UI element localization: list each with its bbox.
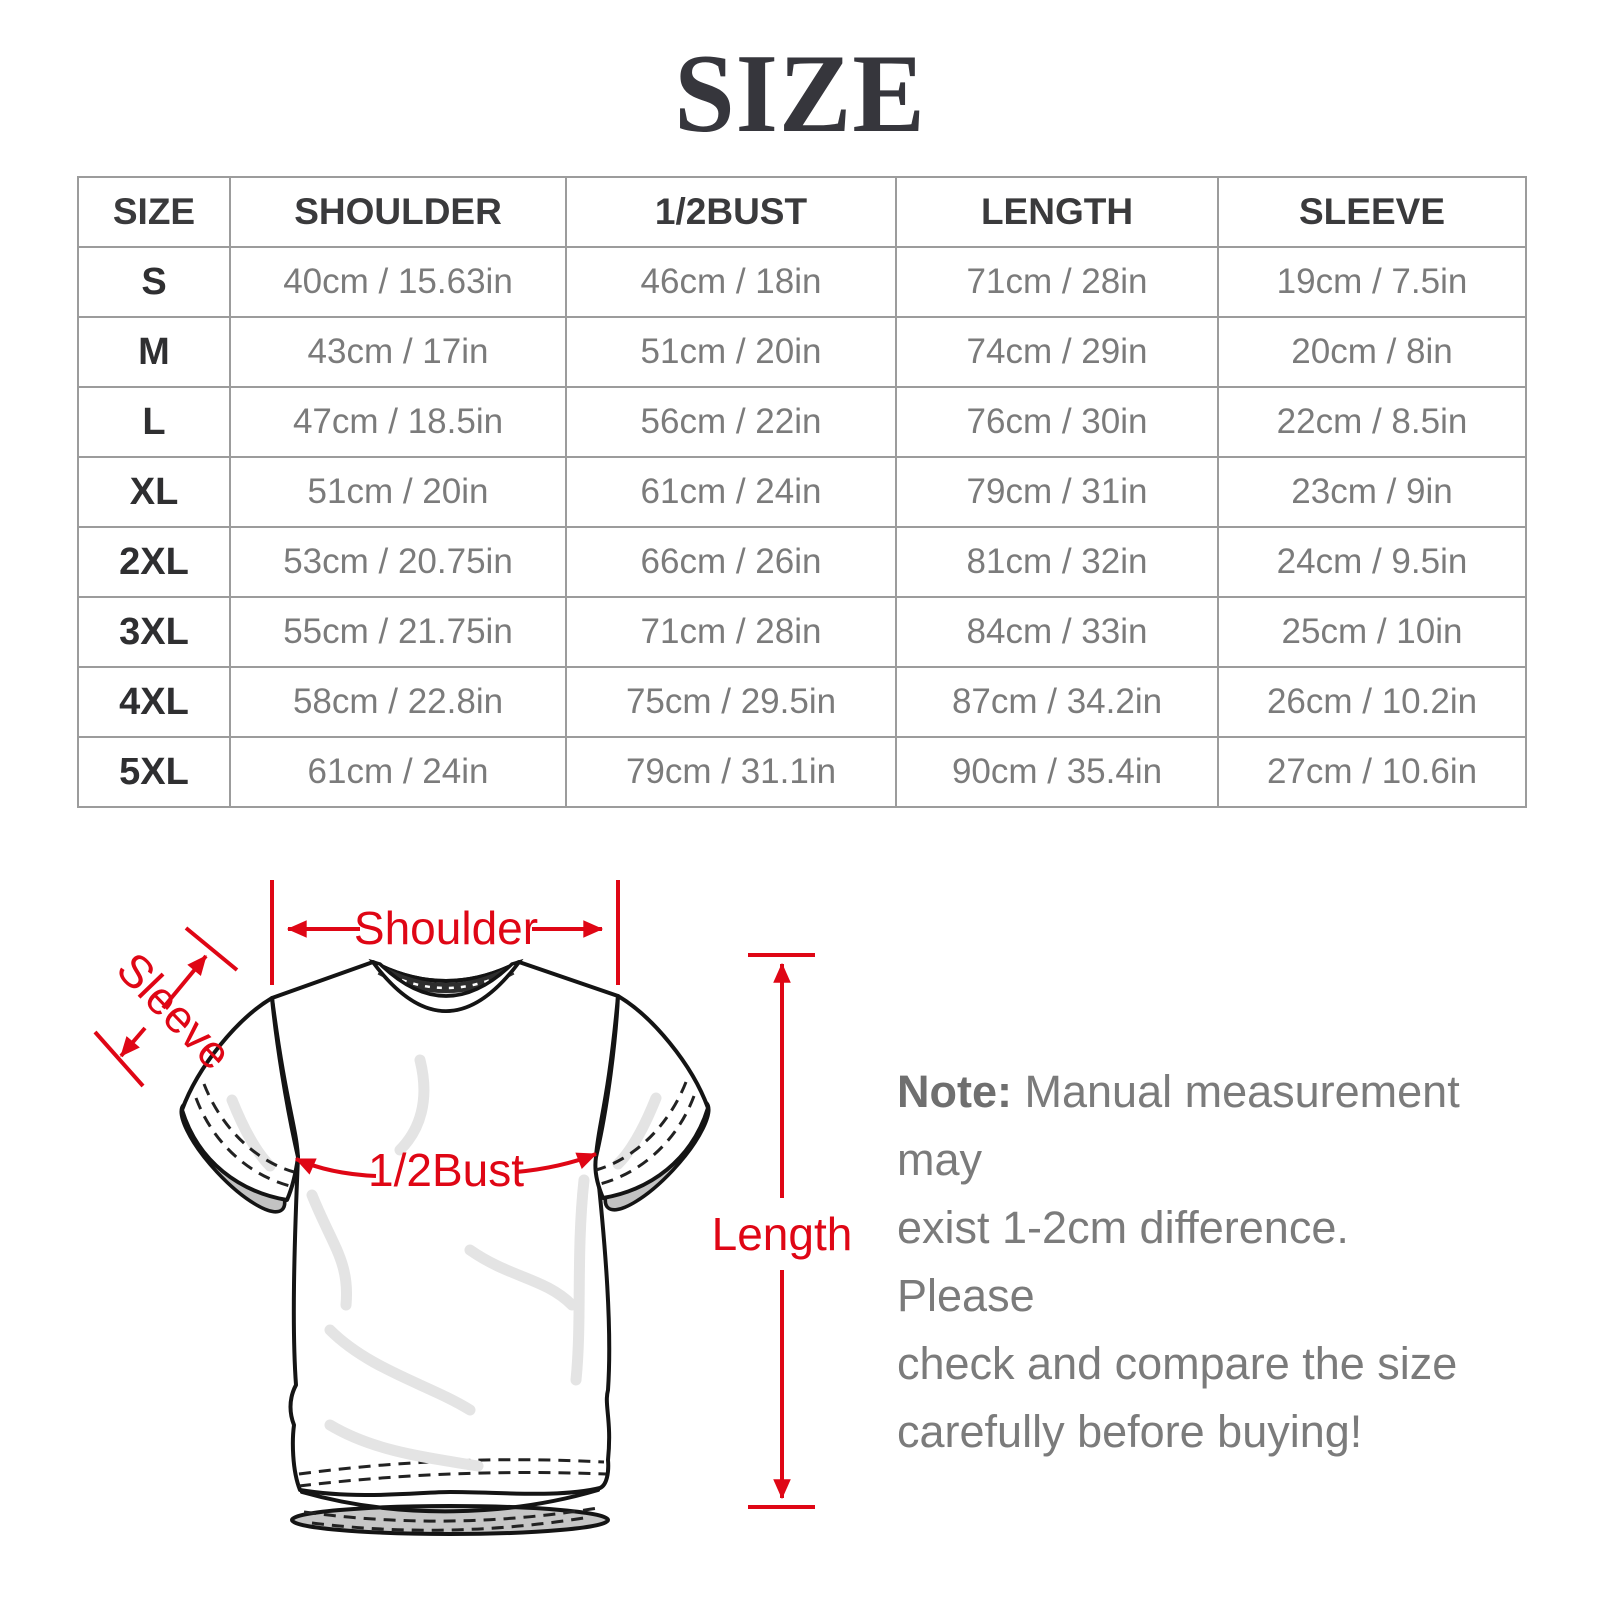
table-row: XL 51cm / 20in 61cm / 24in 79cm / 31in 23cm …	[77, 456, 1527, 528]
note-prefix: Note:	[897, 1066, 1012, 1117]
table-header-cell: LENGTH	[895, 176, 1219, 248]
table-cell-measurement: 20cm / 8in	[1217, 316, 1527, 388]
table-row: 2XL 53cm / 20.75in 66cm / 26in 81cm / 32in 2…	[77, 526, 1527, 598]
table-cell-size: XL	[77, 456, 231, 528]
table-cell-measurement: 25cm / 10in	[1217, 596, 1527, 668]
table-cell-measurement: 26cm / 10.2in	[1217, 666, 1527, 738]
table-cell-measurement: 81cm / 32in	[895, 526, 1219, 598]
table-cell-size: 5XL	[77, 736, 231, 808]
table-cell-measurement: 87cm / 34.2in	[895, 666, 1219, 738]
table-cell-measurement: 74cm / 29in	[895, 316, 1219, 388]
table-row: 3XL 55cm / 21.75in 71cm / 28in 84cm / 33in 2…	[77, 596, 1527, 668]
table-cell-size: M	[77, 316, 231, 388]
table-cell-size: 3XL	[77, 596, 231, 668]
shoulder-label: Shoulder	[354, 902, 538, 954]
table-cell-measurement: 51cm / 20in	[229, 456, 567, 528]
table-cell-measurement: 75cm / 29.5in	[565, 666, 897, 738]
size-table-head: SIZE SHOULDER 1/2BUST LENGTH SLEEVE	[77, 176, 1527, 248]
length-label: Length	[712, 1208, 853, 1260]
left-sleeve	[180, 996, 300, 1202]
sleeve-label: Sleeve	[107, 942, 242, 1079]
table-cell-measurement: 61cm / 24in	[229, 736, 567, 808]
table-cell-measurement: 43cm / 17in	[229, 316, 567, 388]
table-cell-size: L	[77, 386, 231, 458]
table-header-cell: SLEEVE	[1217, 176, 1527, 248]
table-cell-measurement: 56cm / 22in	[565, 386, 897, 458]
note-line: Note: Manual measurement may	[897, 1066, 1460, 1185]
half-bust-label: 1/2Bust	[368, 1144, 524, 1196]
table-cell-measurement: 84cm / 33in	[895, 596, 1219, 668]
table-cell-measurement: 23cm / 9in	[1217, 456, 1527, 528]
note-text: Note: Manual measurement may exist 1-2cm…	[897, 1058, 1497, 1466]
table-row: 4XL 58cm / 22.8in 75cm / 29.5in 87cm / 34.2…	[77, 666, 1527, 738]
shirt-body	[270, 960, 620, 1498]
table-cell-measurement: 19cm / 7.5in	[1217, 246, 1527, 318]
collar-front-band	[368, 958, 524, 1013]
table-cell-measurement: 71cm / 28in	[565, 596, 897, 668]
table-cell-measurement: 71cm / 28in	[895, 246, 1219, 318]
table-cell-measurement: 46cm / 18in	[565, 246, 897, 318]
table-cell-measurement: 79cm / 31in	[895, 456, 1219, 528]
size-table: SIZE SHOULDER 1/2BUST LENGTH SLEEVE S 40cm / …	[77, 176, 1527, 808]
table-row: L 47cm / 18.5in 56cm / 22in 76cm / 30in 22cm…	[77, 386, 1527, 458]
size-table-body: S 40cm / 15.63in 46cm / 18in 71cm / 28in 19c…	[77, 246, 1527, 808]
table-header-cell: SIZE	[77, 176, 231, 248]
table-header-cell: 1/2BUST	[565, 176, 897, 248]
note-line: carefully before buying!	[897, 1406, 1363, 1457]
table-cell-size: S	[77, 246, 231, 318]
hem-fold-line	[300, 1488, 600, 1514]
table-cell-measurement: 58cm / 22.8in	[229, 666, 567, 738]
table-cell-measurement: 79cm / 31.1in	[565, 736, 897, 808]
table-cell-measurement: 40cm / 15.63in	[229, 246, 567, 318]
table-cell-size: 2XL	[77, 526, 231, 598]
table-cell-size: 4XL	[77, 666, 231, 738]
table-cell-measurement: 47cm / 18.5in	[229, 386, 567, 458]
table-cell-measurement: 55cm / 21.75in	[229, 596, 567, 668]
table-cell-measurement: 27cm / 10.6in	[1217, 736, 1527, 808]
note-line: exist 1-2cm difference. Please	[897, 1202, 1349, 1321]
tshirt-illustration: Shoulder Sleeve 1/2Bust Length	[93, 880, 853, 1536]
table-cell-measurement: 53cm / 20.75in	[229, 526, 567, 598]
table-header-cell: SHOULDER	[229, 176, 567, 248]
table-cell-measurement: 76cm / 30in	[895, 386, 1219, 458]
note-line: check and compare the size	[897, 1338, 1458, 1389]
table-row: 5XL 61cm / 24in 79cm / 31.1in 90cm / 35.4in…	[77, 736, 1527, 808]
table-cell-measurement: 24cm / 9.5in	[1217, 526, 1527, 598]
table-cell-measurement: 51cm / 20in	[565, 316, 897, 388]
table-cell-measurement: 61cm / 24in	[565, 456, 897, 528]
table-row: M 43cm / 17in 51cm / 20in 74cm / 29in 20cm /…	[77, 316, 1527, 388]
table-row: S 40cm / 15.63in 46cm / 18in 71cm / 28in 19c…	[77, 246, 1527, 318]
table-cell-measurement: 90cm / 35.4in	[895, 736, 1219, 808]
page-title: SIZE	[674, 32, 926, 156]
table-cell-measurement: 22cm / 8.5in	[1217, 386, 1527, 458]
table-cell-measurement: 66cm / 26in	[565, 526, 897, 598]
